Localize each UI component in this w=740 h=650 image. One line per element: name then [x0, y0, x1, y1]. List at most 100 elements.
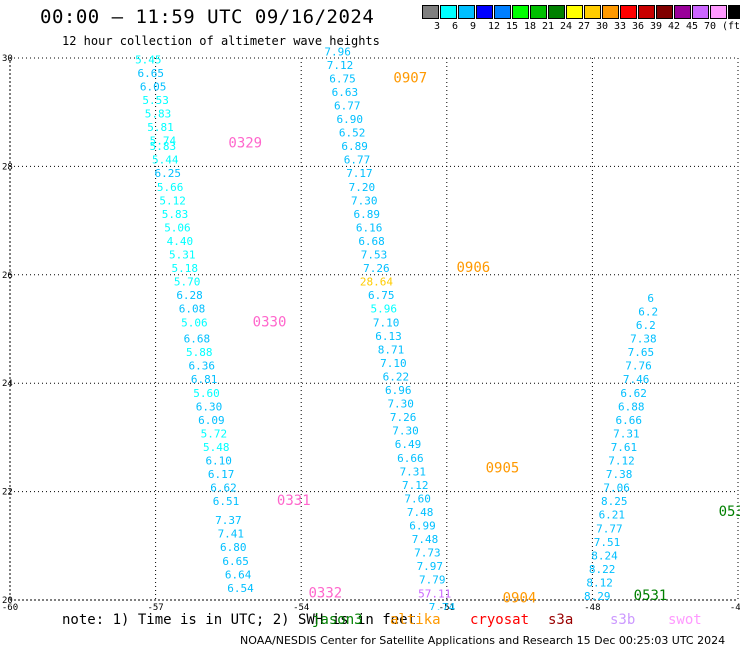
legend-label: 12 [488, 21, 501, 32]
lon-tick-label: -51 [439, 603, 455, 610]
wave-height-value: 5.66 [157, 181, 184, 194]
legend-swatch [530, 5, 547, 19]
legend-swatch [638, 5, 655, 19]
wave-height-value: 6.89 [353, 208, 380, 221]
wave-height-value: 7.74 [429, 601, 456, 610]
altimeter-map: -60-57-54-51-48-45302826242220 5.456.656… [2, 45, 740, 610]
wave-height-value: 6.89 [341, 140, 368, 153]
wave-height-value: 6.21 [599, 509, 626, 522]
wave-height-value: 6.66 [397, 452, 424, 465]
wave-height-value: 6.75 [368, 289, 395, 302]
wave-height-value: 6.51 [213, 495, 240, 508]
wave-height-value: 6.65 [222, 555, 249, 568]
pass-time-label: 0904 [503, 591, 537, 607]
legend-swatch [458, 5, 475, 19]
wave-height-value: 7.31 [400, 465, 427, 478]
wave-height-value: 5.74 [150, 135, 177, 148]
wave-height-value: 7.10 [380, 357, 407, 370]
legend-swatch [584, 5, 601, 19]
wave-height-value: 6.96 [385, 384, 412, 397]
legend-swatch [710, 5, 727, 19]
legend-swatch [422, 5, 439, 19]
wave-height-value: 6.99 [409, 520, 436, 533]
wave-height-value: 6.68 [184, 333, 211, 346]
wave-height-value: 7.97 [417, 560, 444, 573]
wave-height-value: 57.11 [418, 587, 451, 600]
wave-height-value: 7.46 [623, 373, 650, 386]
legend-label: 70 [704, 21, 717, 32]
wave-height-value: 5.06 [164, 221, 191, 234]
wave-height-value: 5.45 [135, 53, 162, 66]
pass-time-label: 0906 [457, 260, 491, 276]
wave-height-value: 7.73 [414, 547, 441, 560]
legend-swatch [566, 5, 583, 19]
legend-label: 9 [470, 21, 477, 32]
lon-tick-label: -60 [2, 603, 18, 610]
legend-swatch [548, 5, 565, 19]
wave-height-value: 6.68 [358, 235, 385, 248]
wave-height-value: 7.10 [373, 316, 400, 329]
wave-height-value: 7.26 [390, 411, 417, 424]
wave-height-value: 7.38 [606, 468, 633, 481]
wave-height-value: 6.49 [395, 438, 422, 451]
map-subtitle: 12 hour collection of altimeter wave hei… [62, 34, 380, 48]
wave-height-value: 7.17 [346, 167, 373, 180]
wave-height-value: 7.48 [407, 506, 434, 519]
legend-label: 6 [452, 21, 459, 32]
wave-height-value: 6.05 [140, 81, 167, 94]
wave-height-value: 7.30 [387, 398, 414, 411]
wave-height-value: 6.54 [227, 582, 254, 595]
wave-height-value: 6.65 [137, 67, 164, 80]
wave-height-value: 6.64 [225, 568, 252, 581]
wave-height-value: 5.53 [142, 94, 169, 107]
legend-label: (ft) [722, 21, 740, 32]
wave-height-value: 5.70 [174, 276, 201, 289]
wave-height-value: 4.40 [167, 235, 194, 248]
wave-height-value: 6.66 [616, 414, 643, 427]
legend-swatch [656, 5, 673, 19]
lat-tick-label: 30 [2, 54, 13, 64]
lat-tick-label: 22 [2, 488, 13, 498]
wave-height-value: 6.30 [196, 400, 223, 413]
lat-tick-label: 28 [2, 162, 13, 172]
satellite-label: s3b [610, 612, 636, 628]
wave-height-value: 6.77 [334, 99, 361, 112]
wave-height-value: 6.63 [332, 86, 359, 99]
wave-height-value: 6.17 [208, 468, 235, 481]
wave-height-value: 8.71 [378, 343, 405, 356]
wave-height-value: 6.75 [329, 72, 356, 85]
wave-height-value: 7.61 [611, 441, 638, 454]
wave-height-value: 8.29 [584, 590, 611, 603]
legend-label: 24 [560, 21, 573, 32]
lon-tick-label: -45 [730, 603, 740, 610]
pass-time-label: 0907 [393, 70, 427, 86]
wave-height-value: 6.90 [336, 113, 363, 126]
pass-time-label: 0332 [308, 585, 342, 601]
legend-label: 33 [614, 21, 627, 32]
wave-height-value: 7.65 [628, 346, 655, 359]
map-axes: -60 -57 -54 -51 -48 -45 30 28 26 24 22 20 [2, 54, 740, 610]
legend-label: 3 [434, 21, 441, 32]
pass-time-label: 0532 [719, 504, 740, 520]
wave-height-value: 6.77 [344, 154, 371, 167]
wave-height-value: 5.31 [169, 249, 196, 262]
legend-label: 18 [524, 21, 537, 32]
wave-height-value: 6.08 [179, 303, 206, 316]
legend-swatch [512, 5, 529, 19]
wave-height-value: 7.79 [419, 574, 446, 587]
legend-label: 42 [668, 21, 681, 32]
wave-height-value: 5.12 [159, 194, 186, 207]
wave-height-value: 6.81 [191, 373, 218, 386]
map-title: 00:00 – 11:59 UTC 09/16/2024 [40, 6, 375, 28]
wave-height-value: 7.12 [608, 455, 635, 468]
lat-tick-label: 26 [2, 271, 13, 281]
wave-height-value: 7.37 [215, 514, 242, 527]
wave-height-value: 8.25 [601, 495, 628, 508]
wave-height-value: 7.38 [630, 333, 657, 346]
wave-height-value: 7.51 [594, 536, 621, 549]
wave-height-value: 5.72 [201, 427, 228, 440]
wave-height-value: 6.2 [638, 305, 658, 318]
wave-height-value: 6.22 [383, 370, 410, 383]
wave-height-value: 8.22 [589, 563, 616, 576]
legend-swatch [440, 5, 457, 19]
